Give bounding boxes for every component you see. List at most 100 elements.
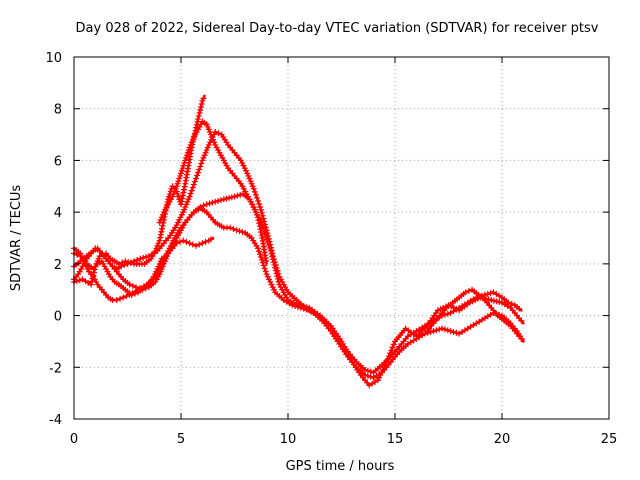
- data-point: [257, 203, 264, 210]
- data-point: [250, 185, 257, 192]
- data-point: [496, 298, 503, 305]
- y-axis-label: SDTVAR / TECUs: [9, 185, 24, 292]
- data-point: [362, 366, 369, 373]
- x-tick-label: 25: [601, 432, 618, 447]
- data-point: [188, 187, 195, 194]
- data-point: [268, 247, 275, 254]
- data-point: [195, 113, 202, 120]
- data-point: [258, 229, 265, 236]
- data-point: [271, 259, 278, 266]
- data-point: [158, 228, 165, 235]
- data-point: [226, 194, 233, 201]
- data-point: [262, 224, 269, 231]
- data-point: [518, 335, 525, 342]
- data-point: [126, 281, 133, 288]
- data-point: [209, 199, 216, 206]
- data-point: [157, 231, 164, 238]
- data-point: [181, 183, 188, 190]
- data-point: [453, 329, 460, 336]
- x-tick-label: 15: [387, 432, 404, 447]
- data-point: [207, 236, 214, 243]
- data-point: [234, 192, 241, 199]
- data-point: [267, 241, 274, 248]
- data-point: [212, 128, 219, 135]
- data-point: [367, 373, 374, 380]
- data-point: [259, 259, 266, 266]
- data-point: [261, 218, 268, 225]
- data-point: [159, 225, 166, 232]
- data-point: [273, 264, 280, 271]
- data-point: [130, 258, 137, 265]
- data-point: [272, 261, 279, 268]
- data-point: [197, 103, 204, 110]
- x-tick-label: 0: [70, 432, 78, 447]
- data-point: [227, 224, 234, 231]
- axis-ticks: [73, 56, 610, 420]
- series-track-6: [156, 118, 270, 266]
- x-tick-label: 5: [177, 432, 185, 447]
- data-point: [260, 262, 267, 269]
- data-point: [199, 240, 206, 247]
- data-point: [289, 302, 296, 309]
- data-point: [251, 188, 258, 195]
- series-track-5: [71, 128, 525, 381]
- data-point: [231, 193, 238, 200]
- data-point: [364, 372, 371, 379]
- data-point: [275, 270, 282, 277]
- x-tick-label: 20: [494, 432, 511, 447]
- x-tick-labels: 0 5 10 15 20 25: [70, 432, 617, 447]
- data-point: [265, 232, 272, 239]
- data-point: [294, 303, 301, 310]
- data-point: [264, 230, 271, 237]
- data-point: [508, 300, 515, 307]
- data-point: [390, 341, 397, 348]
- data-point: [266, 238, 273, 245]
- data-point: [196, 166, 203, 173]
- data-point: [257, 226, 264, 233]
- data-point: [196, 110, 203, 117]
- y-tick-label: 4: [54, 206, 62, 221]
- data-point: [258, 256, 265, 263]
- data-point: [252, 191, 259, 198]
- data-point: [362, 372, 369, 379]
- data-point: [198, 160, 205, 167]
- data-point: [269, 250, 276, 257]
- data-point: [217, 197, 224, 204]
- data-point: [127, 259, 134, 266]
- data-point: [230, 225, 237, 232]
- data-point: [178, 198, 185, 205]
- data-point: [137, 255, 144, 262]
- data-point: [237, 191, 244, 198]
- data-point: [261, 265, 268, 272]
- series-line: [72, 130, 525, 379]
- data-point: [389, 344, 396, 351]
- data-point: [239, 228, 246, 235]
- data-point: [200, 95, 207, 102]
- data-point: [465, 288, 472, 295]
- data-point: [206, 200, 213, 207]
- data-point: [388, 347, 395, 354]
- data-point: [261, 221, 268, 228]
- data-point: [190, 181, 197, 188]
- data-point: [260, 215, 267, 222]
- data-point: [255, 214, 262, 221]
- data-point: [444, 310, 451, 317]
- data-point: [233, 227, 240, 234]
- data-point: [142, 285, 149, 292]
- data-point: [427, 328, 434, 335]
- data-point: [270, 256, 277, 263]
- data-point: [181, 186, 188, 193]
- data-point: [258, 209, 265, 216]
- data-point: [189, 241, 196, 248]
- data-point: [223, 195, 230, 202]
- data-point: [484, 291, 491, 298]
- data-point: [450, 328, 457, 335]
- data-point: [367, 368, 374, 375]
- data-point: [263, 227, 270, 234]
- data-point: [113, 297, 120, 304]
- data-point: [202, 238, 209, 245]
- data-point: [183, 238, 190, 245]
- data-point: [255, 217, 262, 224]
- x-axis-label: GPS time / hours: [286, 459, 395, 474]
- data-point: [197, 107, 204, 114]
